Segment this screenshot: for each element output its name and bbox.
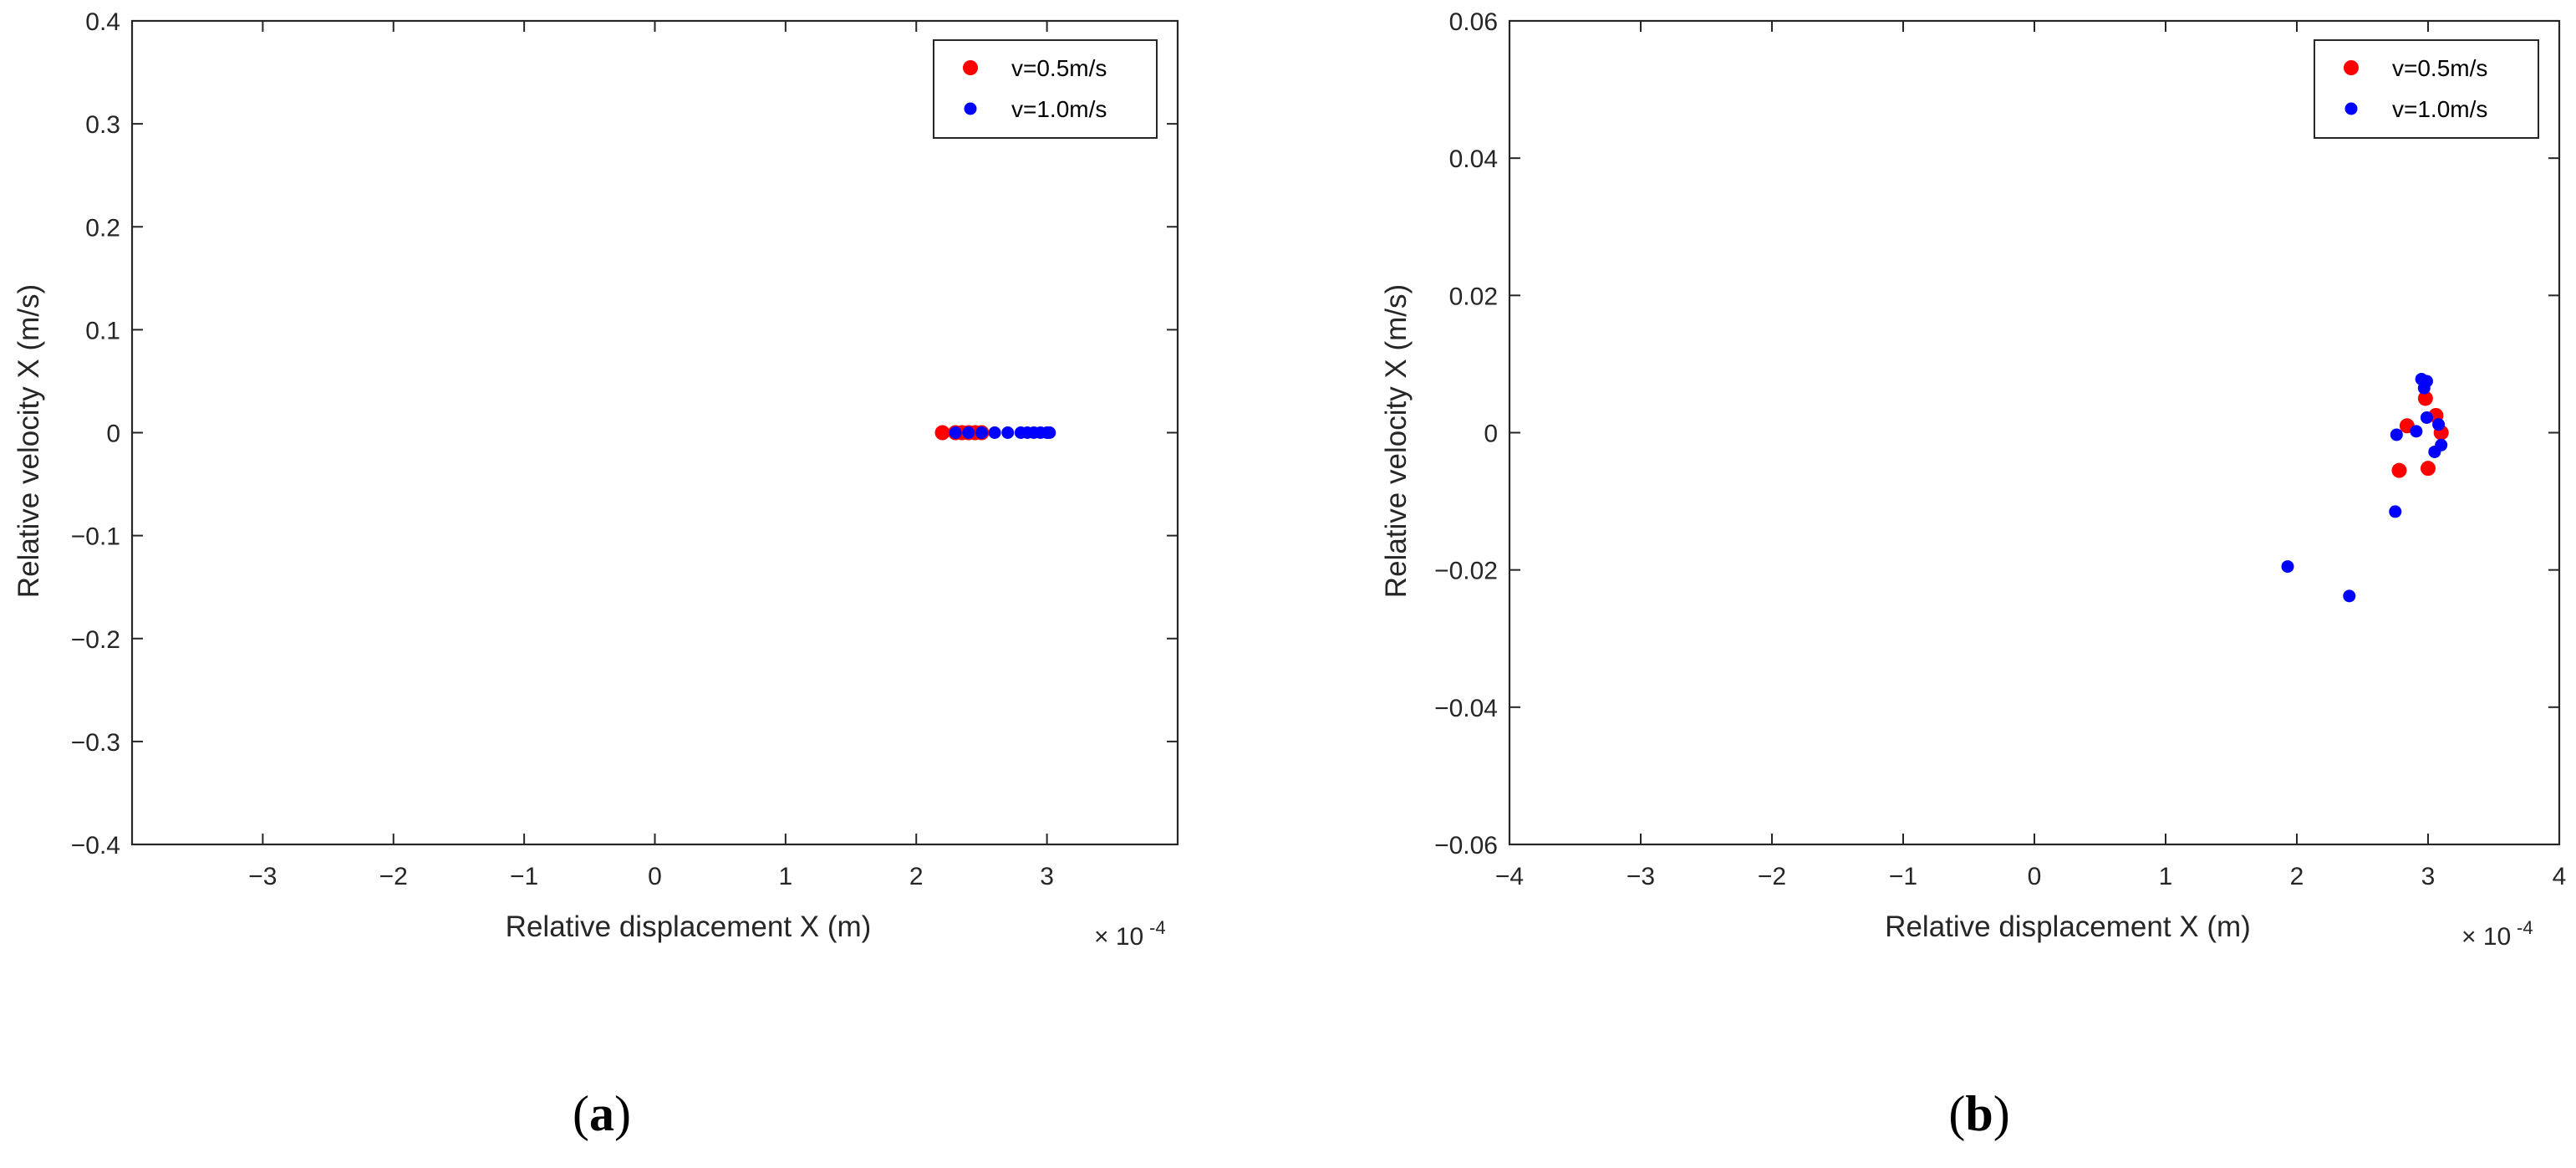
x-tick-label: 0 (648, 863, 662, 890)
legend-box (933, 39, 1158, 139)
legend-marker-series-2 (964, 102, 977, 115)
y-tick-label: 0.04 (1449, 145, 1498, 173)
data-point-series-1 (2421, 461, 2436, 477)
y-tick-label: 0 (106, 421, 120, 448)
y-tick-label: 0.1 (85, 317, 120, 344)
x-tick-label: 4 (2553, 863, 2567, 890)
x-tick-label: 0 (2028, 863, 2042, 890)
panel-label: (b) (1948, 1086, 2009, 1141)
data-point-series-2 (988, 426, 1001, 439)
data-point-series-2 (962, 426, 975, 439)
y-tick-label: −0.06 (1434, 832, 1498, 859)
data-point-series-2 (2410, 425, 2423, 438)
x-tick-label: −4 (1495, 863, 1524, 890)
data-point-series-2 (2343, 589, 2356, 603)
y-tick-label: −0.2 (71, 626, 120, 654)
x-tick-label: −1 (510, 863, 538, 890)
x-multiplier-exponent: -4 (2517, 917, 2533, 938)
data-point-series-1 (934, 425, 950, 441)
x-tick-label: 1 (2159, 863, 2173, 890)
data-point-series-1 (2391, 462, 2407, 478)
y-axis-title: Relative velocity X (m/s) (1380, 284, 1413, 598)
data-point-series-2 (949, 426, 962, 439)
data-point-series-2 (2435, 438, 2448, 451)
legend-label-series-1: v=0.5m/s (2392, 55, 2487, 81)
data-point-series-2 (975, 426, 988, 439)
chart-panel-b: −4 −3 −2 −1 0 1 2 3 4 −0.06 −0.04 −0.02 0 0.02 0.04 0.0… (1380, 8, 2566, 1141)
y-tick-label: 0.2 (85, 214, 120, 242)
data-point-series-2 (2389, 505, 2402, 518)
legend-label-series-2: v=1.0m/s (1011, 96, 1107, 122)
legend-marker-series-2 (2344, 102, 2358, 115)
data-point-series-2 (2420, 411, 2433, 424)
data-point-series-2 (1043, 426, 1056, 439)
data-point-series-2 (2432, 418, 2446, 431)
x-tick-label: 1 (779, 863, 793, 890)
y-tick-label: −0.4 (71, 832, 120, 859)
y-tick-label: 0.02 (1449, 283, 1498, 310)
data-point-series-2 (2281, 560, 2294, 574)
y-tick-label: −0.1 (71, 523, 120, 551)
y-tick-label: 0.3 (85, 111, 120, 139)
y-tick-label: −0.3 (71, 729, 120, 757)
x-axis-title: Relative displacement X (m) (506, 910, 872, 943)
x-tick-label: −3 (248, 863, 277, 890)
x-tick-label: 3 (2421, 863, 2436, 890)
x-tick-label: −1 (1889, 863, 1917, 890)
data-point-series-2 (1001, 426, 1015, 439)
x-tick-label: 2 (2290, 863, 2304, 890)
legend-label-series-1: v=0.5m/s (1011, 55, 1107, 81)
x-tick-label: −3 (1627, 863, 1655, 890)
x-tick-label: 3 (1040, 863, 1054, 890)
y-tick-label: 0.06 (1449, 8, 1498, 36)
x-multiplier-label: × 10 (1094, 923, 1143, 951)
legend-marker-series-1 (963, 60, 978, 75)
x-multiplier-exponent: -4 (1149, 917, 1166, 938)
x-multiplier-label: × 10 (2461, 923, 2511, 951)
y-tick-label: 0 (1484, 421, 1498, 448)
x-tick-label: −2 (1758, 863, 1786, 890)
y-tick-label: 0.4 (85, 8, 120, 36)
data-point-series-2 (2420, 375, 2433, 388)
legend-label-series-2: v=1.0m/s (2392, 96, 2487, 122)
x-tick-label: −2 (379, 863, 408, 890)
x-tick-label: 2 (909, 863, 924, 890)
x-axis-title: Relative displacement X (m) (1885, 910, 2251, 943)
data-point-series-1 (2417, 390, 2433, 406)
data-point-series-2 (2390, 428, 2403, 441)
y-tick-label: −0.04 (1434, 695, 1498, 722)
y-tick-label: −0.02 (1434, 558, 1498, 585)
y-axis-title: Relative velocity X (m/s) (13, 284, 45, 598)
legend-marker-series-1 (2344, 60, 2359, 75)
legend-box (2314, 39, 2539, 139)
chart-panel-a: −3 −2 −1 0 1 2 3 −0.4 −0.3 −0.2 −0.1 0 0.1 0.2 0.3 0.4 R… (13, 8, 1179, 1141)
panel-label: (a) (573, 1086, 631, 1141)
